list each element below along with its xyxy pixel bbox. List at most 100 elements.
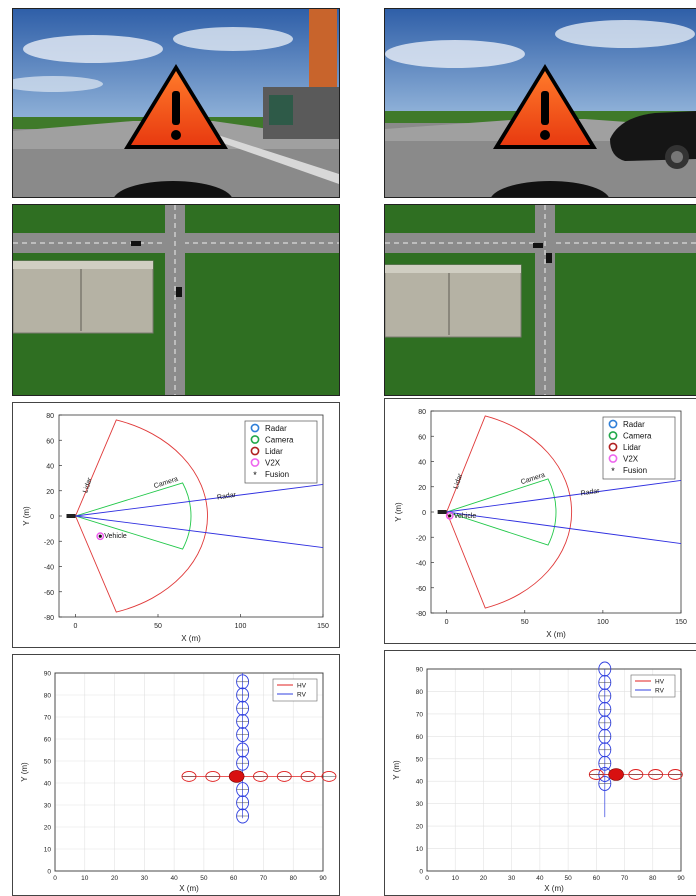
y-tick-label: 60 — [416, 734, 424, 741]
hv-current-position — [228, 770, 245, 783]
x-tick-label: 0 — [445, 619, 449, 626]
x-tick-label: 40 — [536, 875, 544, 882]
y-tick-label: 0 — [419, 869, 423, 876]
trajectory-chart-svg-right: 0 10 20 30 40 50 60 70 80 90 90 80 70 60 50 40 30 20 10 0 X … — [392, 661, 685, 893]
y-tick-label: -20 — [44, 539, 54, 546]
topdown-scene-right — [385, 205, 696, 395]
legend-marker: * — [611, 466, 615, 476]
vehicle-label: Vehicle — [104, 533, 127, 540]
y-tick-label: -60 — [416, 586, 426, 593]
driver-view-scene-right — [385, 9, 696, 197]
y-tick-label: 70 — [416, 711, 424, 718]
topdown-scene-left — [13, 205, 339, 395]
y-tick-label: 40 — [44, 781, 52, 788]
plot-area — [54, 672, 324, 872]
sensor-chart-right: 80 60 40 20 0 -20 -40 -60 -80 0 50 100 150 X (m) Y (m)… — [384, 398, 696, 644]
y-tick-label: 20 — [418, 485, 426, 492]
x-tick-label: 90 — [677, 875, 685, 882]
legend-item: Camera — [623, 432, 652, 441]
lidar-label: Lidar — [82, 476, 94, 494]
legend-box — [272, 678, 318, 702]
x-tick-label: 30 — [508, 875, 516, 882]
x-tick-label: 80 — [649, 875, 657, 882]
driver-view-left — [12, 8, 340, 198]
legend-item: Fusion — [265, 470, 289, 479]
driver-view-scene-left — [13, 9, 339, 197]
y-tick-label: 80 — [44, 693, 52, 700]
x-tick-label: 20 — [111, 875, 119, 882]
plot-frame — [54, 672, 324, 872]
legend-marker — [608, 454, 618, 463]
sensor-chart-svg-left: 80 60 40 20 0 -20 -40 -60 -80 0 50 100 150 X (m) Y (m)… — [22, 413, 329, 643]
sensor-chart-svg-right: 80 60 40 20 0 -20 -40 -60 -80 0 50 100 150 X (m) Y (m)… — [394, 409, 687, 639]
camera-fov — [445, 478, 557, 546]
y-tick-label: -60 — [44, 590, 54, 597]
x-tick-label: 50 — [564, 875, 572, 882]
legend-item: V2X — [265, 459, 281, 468]
x-tick-label: 20 — [480, 875, 488, 882]
ego-vehicle — [437, 510, 447, 514]
radar-label: Radar — [217, 492, 238, 502]
y-tick-label: 60 — [44, 737, 52, 744]
legend-box — [630, 674, 676, 698]
y-tick-label: 20 — [46, 489, 54, 496]
y-tick-label: -80 — [44, 615, 54, 622]
hv-current-position — [608, 768, 624, 781]
legend-item: Radar — [623, 420, 645, 429]
legend-item: RV — [297, 692, 307, 699]
x-tick-label: 10 — [81, 875, 89, 882]
x-tick-label: 50 — [200, 875, 208, 882]
y-axis-label: Y (m) — [392, 760, 401, 780]
x-tick-label: 100 — [235, 623, 247, 630]
trajectory-chart-right: 0 10 20 30 40 50 60 70 80 90 90 80 70 60 50 40 30 20 10 0 X … — [384, 650, 696, 896]
legend-item: Radar — [265, 424, 287, 433]
x-tick-label: 30 — [141, 875, 149, 882]
y-tick-label: 0 — [422, 510, 426, 517]
y-tick-label: 0 — [47, 869, 51, 876]
fusion-detection — [448, 514, 452, 518]
lidar-fov — [446, 415, 573, 609]
trajectory-chart-left: 0 10 20 30 40 50 60 70 80 90 90 80 70 60 50 40 30 20 10 0 X … — [12, 654, 340, 896]
lidar-fov — [75, 419, 208, 613]
y-axis-label: Y (m) — [394, 502, 403, 522]
topdown-view-right — [384, 204, 696, 396]
legend-marker — [250, 446, 260, 456]
legend-item: Lidar — [623, 443, 641, 452]
y-tick-label: 90 — [416, 667, 424, 674]
lidar-label: Lidar — [453, 472, 465, 490]
legend-marker — [608, 431, 618, 440]
legend-marker — [608, 442, 618, 452]
x-tick-label: 0 — [74, 623, 78, 630]
driver-view-right — [384, 8, 696, 198]
y-tick-label: 60 — [46, 438, 54, 445]
legend-marker — [250, 458, 260, 467]
x-tick-label: 0 — [53, 875, 57, 882]
radar-fov-upper — [446, 479, 682, 513]
y-tick-label: 80 — [46, 413, 54, 420]
y-axis-label: Y (m) — [22, 506, 31, 526]
legend-marker — [608, 419, 618, 429]
vehicle-label: Vehicle — [454, 513, 477, 520]
y-tick-label: 0 — [50, 514, 54, 521]
sensor-chart-left: 80 60 40 20 0 -20 -40 -60 -80 0 50 100 150 X (m) Y (m)… — [12, 402, 340, 648]
y-tick-label: 50 — [44, 759, 52, 766]
legend-marker: * — [253, 470, 257, 480]
y-tick-label: 20 — [44, 825, 52, 832]
legend-item: V2X — [623, 455, 639, 464]
y-tick-label: 30 — [416, 801, 424, 808]
x-tick-label: 80 — [290, 875, 298, 882]
y-tick-label: 50 — [416, 756, 424, 763]
y-tick-label: 10 — [416, 846, 424, 853]
y-tick-label: 40 — [416, 779, 424, 786]
y-tick-label: -40 — [44, 565, 54, 572]
plot-frame — [426, 668, 682, 872]
legend-item: RV — [655, 688, 665, 695]
x-tick-label: 50 — [521, 619, 529, 626]
x-tick-label: 50 — [154, 623, 162, 630]
x-tick-label: 90 — [319, 875, 327, 882]
x-tick-label: 70 — [260, 875, 268, 882]
x-tick-label: 0 — [425, 875, 429, 882]
y-tick-label: 80 — [416, 689, 424, 696]
v2x-detection — [445, 511, 454, 520]
legend-marker — [250, 435, 260, 444]
